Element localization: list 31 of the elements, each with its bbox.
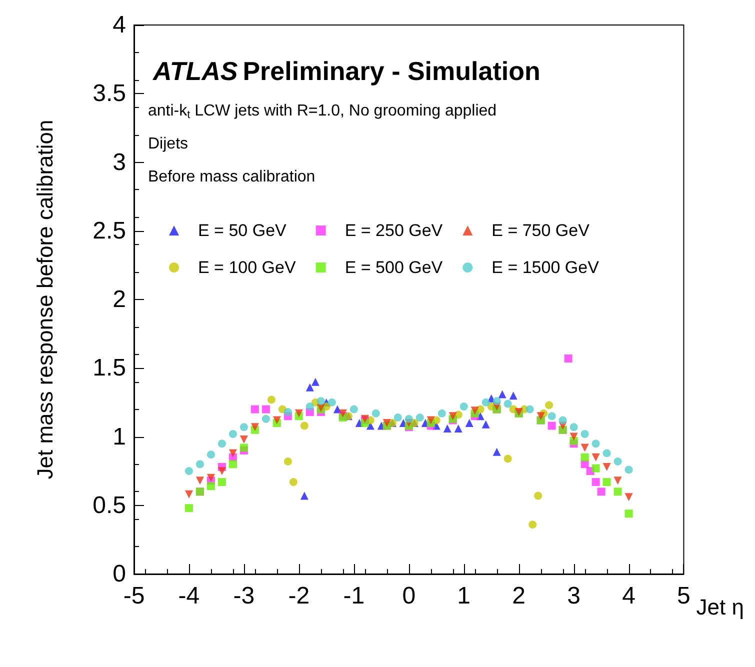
x-tick-label: -1	[343, 582, 365, 610]
x-tick-label: 4	[622, 582, 636, 610]
y-tick-label: 0.5	[92, 492, 126, 519]
x-tick-label: 2	[512, 582, 526, 610]
y-tick-label: 2.5	[92, 217, 126, 244]
y-tick-label: 3	[112, 148, 126, 176]
legend-label: E = 250 GeV	[344, 221, 444, 240]
annotation: Before mass calibration	[148, 168, 316, 186]
x-tick-label: 5	[677, 582, 690, 610]
legend-label: E = 100 GeV	[198, 258, 296, 277]
y-tick-label: 1	[112, 423, 126, 450]
x-axis-title: Jet η	[696, 594, 744, 620]
x-tick-label: 1	[457, 582, 471, 610]
y-tick-label: 3.5	[92, 80, 126, 108]
y-tick-label: 4	[112, 12, 126, 38]
x-tick-label: -4	[178, 582, 200, 610]
y-tick-label: 2	[112, 286, 126, 313]
legend-label: E = 50 GeV	[198, 221, 288, 240]
x-tick-label: -3	[233, 582, 255, 610]
legend-label: E = 1500 GeV	[492, 258, 600, 277]
x-tick-label: -5	[123, 582, 145, 610]
y-tick-label: 0	[112, 560, 126, 588]
legend-label: E = 750 GeV	[492, 221, 590, 240]
x-tick-label: -2	[288, 582, 310, 610]
x-tick-label: 3	[567, 582, 580, 610]
y-axis-title: Jet mass response before calibration	[32, 120, 58, 480]
annotation: Dijets	[148, 136, 188, 152]
legend-label: E = 500 GeV	[344, 258, 444, 277]
x-tick-label: 0	[402, 582, 416, 610]
y-tick-label: 1.5	[92, 354, 126, 382]
text: ATLAS Preliminary - Simulation	[152, 56, 540, 86]
